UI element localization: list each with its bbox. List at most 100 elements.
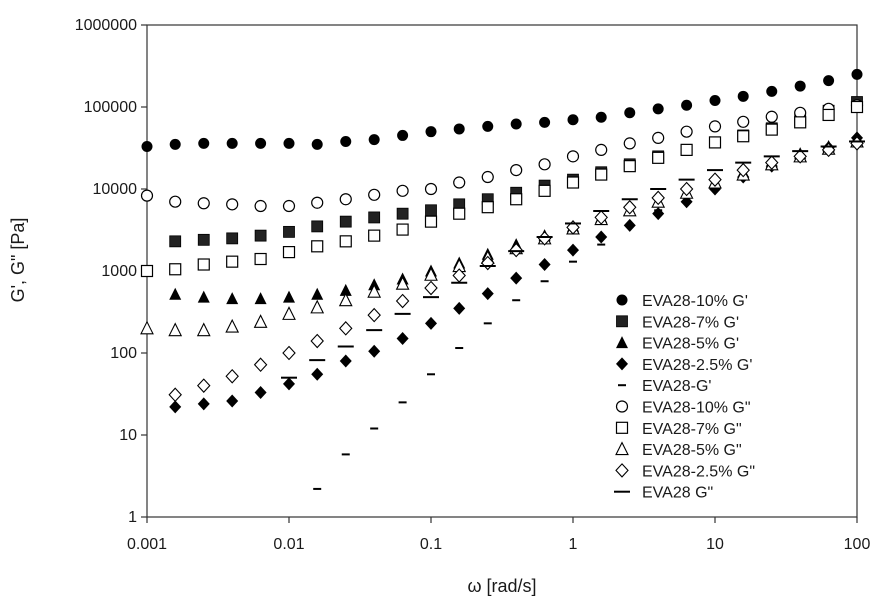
legend-label: EVA28-G'	[642, 378, 711, 395]
data-point	[395, 293, 410, 309]
data-point	[197, 258, 210, 271]
data-point	[169, 400, 182, 414]
data-point	[169, 287, 182, 300]
data-point	[368, 211, 381, 224]
legend-marker	[615, 421, 629, 434]
x-tick-label: 1	[569, 536, 578, 553]
data-point	[311, 196, 324, 209]
data-point	[368, 229, 381, 242]
data-point	[766, 85, 778, 97]
data-point	[254, 292, 267, 305]
data-point	[850, 100, 864, 114]
legend-label: EVA28-10% G'	[642, 293, 748, 310]
data-point	[651, 190, 665, 206]
data-point	[168, 322, 183, 337]
data-point	[510, 271, 523, 285]
data-point	[226, 232, 239, 245]
data-point	[566, 150, 580, 163]
data-point	[424, 267, 438, 281]
x-tick-label: 0.1	[420, 536, 442, 553]
plot-border	[146, 24, 858, 518]
data-point	[652, 207, 665, 221]
data-point	[425, 204, 437, 217]
data-point	[311, 138, 323, 150]
data-point	[594, 210, 608, 225]
y-tick-label: 1	[128, 509, 137, 526]
data-point	[254, 229, 267, 242]
data-point	[367, 283, 382, 298]
data-point	[368, 134, 380, 146]
data-point	[652, 131, 665, 144]
y-tick-label: 1000	[101, 263, 137, 280]
data-point	[368, 188, 381, 201]
data-point	[226, 292, 239, 305]
data-point	[196, 322, 211, 337]
y-tick-label: 100	[110, 345, 137, 362]
data-point	[254, 199, 267, 213]
data-point	[396, 332, 409, 346]
data-point	[339, 215, 352, 228]
data-point	[794, 116, 807, 129]
data-point	[453, 123, 465, 135]
legend-marker	[616, 357, 628, 371]
x-tick-label: 0.01	[273, 536, 304, 553]
series-5	[140, 99, 864, 213]
y-tick-label: 100000	[84, 99, 137, 116]
data-point	[368, 344, 381, 358]
data-point	[681, 99, 693, 111]
series-8	[168, 136, 864, 403]
data-point	[367, 307, 381, 323]
data-point	[197, 397, 210, 411]
data-point	[509, 242, 523, 258]
data-point	[453, 176, 466, 189]
data-point	[538, 184, 551, 197]
legend-label: EVA28 G"	[642, 485, 713, 502]
data-point	[339, 354, 352, 368]
data-point	[282, 199, 296, 213]
data-point	[140, 189, 154, 202]
data-point	[311, 220, 324, 233]
data-layer	[140, 68, 865, 490]
x-axis-title: ω [rad/s]	[467, 576, 536, 596]
data-point	[168, 387, 182, 403]
y-tick-label: 10	[119, 427, 137, 444]
data-point	[623, 137, 636, 150]
data-point	[595, 111, 607, 123]
series-9	[281, 140, 865, 379]
data-point	[538, 158, 551, 171]
data-point	[481, 287, 494, 301]
legend-marker	[616, 294, 628, 306]
data-point	[822, 108, 835, 122]
data-point	[765, 110, 778, 123]
data-point	[765, 155, 779, 170]
data-point	[338, 292, 353, 307]
data-point	[396, 207, 409, 220]
data-point	[652, 151, 665, 164]
data-point	[624, 107, 636, 119]
data-point	[197, 290, 210, 303]
data-point	[226, 394, 239, 408]
data-point	[396, 223, 409, 236]
data-point	[595, 230, 608, 244]
data-point	[311, 367, 324, 381]
legend-label: EVA28-2.5% G"	[642, 463, 755, 480]
data-point	[255, 137, 267, 149]
data-point	[225, 318, 240, 333]
x-tick-label: 100	[844, 536, 871, 553]
data-point	[510, 118, 522, 130]
data-point	[679, 181, 694, 197]
data-point	[339, 283, 352, 296]
data-point	[736, 162, 750, 178]
data-point	[623, 199, 637, 215]
data-point	[339, 321, 353, 336]
data-point	[197, 378, 211, 393]
data-point	[283, 377, 295, 391]
y-axis: 1 10 100 1000 10000 100000 1000000	[75, 17, 147, 526]
data-point	[197, 197, 210, 210]
legend-label: EVA28-5% G"	[642, 442, 742, 459]
data-point	[623, 160, 636, 173]
legend-label: EVA28-2.5% G'	[642, 357, 752, 374]
data-point	[140, 264, 154, 278]
legend-marker	[615, 400, 629, 413]
